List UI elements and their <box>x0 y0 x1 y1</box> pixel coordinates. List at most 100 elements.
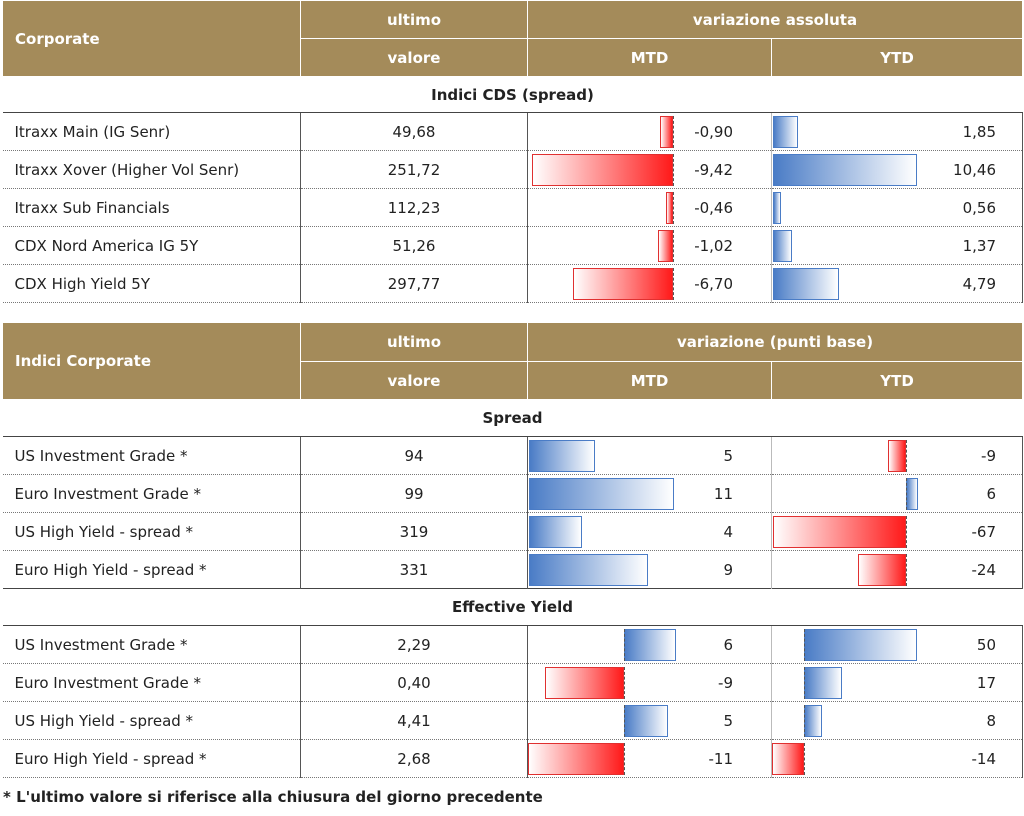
ytd-cell: 4,79 <box>771 264 1023 303</box>
table-row: Euro High Yield - spread * 2,68 -11 -14 <box>2 739 1023 778</box>
section-title: Effective Yield <box>2 588 1023 626</box>
cds-table: Corporate ultimo variazione assoluta val… <box>2 0 1023 303</box>
ytd-axis <box>906 516 907 548</box>
mtd-value: -1,02 <box>694 237 733 255</box>
last-value: 0,40 <box>300 663 528 702</box>
header-ultimo: ultimo <box>300 0 528 39</box>
corporate-table-title: Indici Corporate <box>2 322 301 400</box>
ytd-bar <box>773 154 917 186</box>
mtd-bar <box>666 192 673 224</box>
ytd-cell: 17 <box>771 663 1023 702</box>
mtd-bar <box>657 230 673 262</box>
corporate-indices-table: Indici Corporate ultimo variazione (punt… <box>2 322 1023 778</box>
mtd-bar <box>529 478 674 510</box>
ytd-value: 10,46 <box>953 161 996 179</box>
ytd-cell: 1,37 <box>771 226 1023 265</box>
mtd-cell: 9 <box>527 550 772 589</box>
mtd-bar <box>545 667 624 699</box>
ytd-axis <box>804 629 805 661</box>
ytd-cell: 6 <box>771 474 1023 513</box>
ytd-value: 50 <box>976 636 996 654</box>
table-row: US Investment Grade * 94 5 -9 <box>2 436 1023 475</box>
ytd-value: 8 <box>986 712 996 730</box>
table-row: US High Yield - spread * 4,41 5 8 <box>2 701 1023 740</box>
index-name: Euro High Yield - spread * <box>2 550 301 589</box>
last-value: 2,68 <box>300 739 528 778</box>
footnote: * L'ultimo valore si riferisce alla chiu… <box>3 788 543 806</box>
ytd-value: 4,79 <box>962 275 996 293</box>
mtd-value: 6 <box>723 636 733 654</box>
mtd-cell: -11 <box>527 739 772 778</box>
mtd-bar <box>529 516 582 548</box>
ytd-value: 1,37 <box>962 237 996 255</box>
ytd-cell: -14 <box>771 739 1023 778</box>
section-title: Indici CDS (spread) <box>2 76 1023 113</box>
last-value: 2,29 <box>300 625 528 664</box>
mtd-cell: -0,90 <box>527 112 772 151</box>
ytd-cell: -9 <box>771 436 1023 475</box>
mtd-axis <box>673 154 674 186</box>
ytd-value: 6 <box>986 485 996 503</box>
table-row: US High Yield - spread * 319 4 -67 <box>2 512 1023 551</box>
ytd-axis <box>804 667 805 699</box>
mtd-cell: 11 <box>527 474 772 513</box>
index-name: Euro High Yield - spread * <box>2 739 301 778</box>
index-name: Euro Investment Grade * <box>2 474 301 513</box>
last-value: 251,72 <box>300 150 528 189</box>
header-variazione: variazione assoluta <box>527 0 1023 39</box>
index-name: Itraxx Xover (Higher Vol Senr) <box>2 150 301 189</box>
ytd-bar <box>773 230 792 262</box>
last-value: 99 <box>300 474 528 513</box>
mtd-value: 4 <box>723 523 733 541</box>
mtd-bar <box>624 705 668 737</box>
table-row: Euro Investment Grade * 99 11 6 <box>2 474 1023 513</box>
section-title: Spread <box>2 399 1023 437</box>
mtd-cell: -1,02 <box>527 226 772 265</box>
table-row: CDX Nord America IG 5Y 51,26 -1,02 1,37 <box>2 226 1023 265</box>
index-name: US Investment Grade * <box>2 625 301 664</box>
mtd-value: -0,90 <box>694 123 733 141</box>
header-ultimo: ultimo <box>300 322 528 362</box>
mtd-value: -6,70 <box>694 275 733 293</box>
last-value: 319 <box>300 512 528 551</box>
ytd-bar <box>773 268 839 300</box>
ytd-value: -14 <box>971 750 997 768</box>
ytd-axis <box>804 705 805 737</box>
mtd-bar <box>528 743 624 775</box>
last-value: 331 <box>300 550 528 589</box>
mtd-bar <box>529 440 595 472</box>
table-row: Euro High Yield - spread * 331 9 -24 <box>2 550 1023 589</box>
mtd-bar <box>659 116 673 148</box>
ytd-bar <box>772 743 804 775</box>
mtd-cell: 6 <box>527 625 772 664</box>
cds-table-title: Corporate <box>2 0 301 77</box>
ytd-cell: 10,46 <box>771 150 1023 189</box>
mtd-cell: -9 <box>527 663 772 702</box>
ytd-axis <box>804 743 805 775</box>
table-row: CDX High Yield 5Y 297,77 -6,70 4,79 <box>2 264 1023 303</box>
ytd-bar <box>773 116 799 148</box>
table-row: US Investment Grade * 2,29 6 50 <box>2 625 1023 664</box>
mtd-bar <box>624 629 677 661</box>
mtd-value: -9 <box>718 674 733 692</box>
mtd-cell: -6,70 <box>527 264 772 303</box>
mtd-value: -9,42 <box>694 161 733 179</box>
mtd-axis <box>624 667 625 699</box>
header-valore: valore <box>300 38 528 77</box>
index-name: US Investment Grade * <box>2 436 301 475</box>
ytd-cell: -67 <box>771 512 1023 551</box>
mtd-value: 5 <box>723 712 733 730</box>
ytd-value: 0,56 <box>962 199 996 217</box>
header-ytd: YTD <box>771 38 1023 77</box>
last-value: 49,68 <box>300 112 528 151</box>
last-value: 297,77 <box>300 264 528 303</box>
header-variazione: variazione (punti base) <box>527 322 1023 362</box>
index-name: Itraxx Main (IG Senr) <box>2 112 301 151</box>
last-value: 51,26 <box>300 226 528 265</box>
mtd-value: 11 <box>713 485 733 503</box>
ytd-bar <box>804 667 843 699</box>
mtd-axis <box>624 743 625 775</box>
index-name: Itraxx Sub Financials <box>2 188 301 227</box>
ytd-value: -24 <box>971 561 997 579</box>
mtd-value: 5 <box>723 447 733 465</box>
